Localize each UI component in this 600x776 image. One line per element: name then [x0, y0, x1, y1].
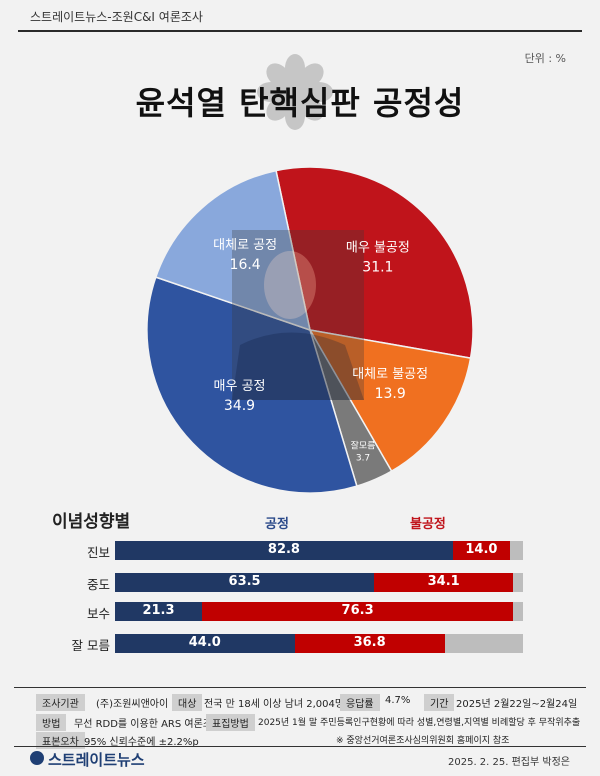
pie-slice: [154, 169, 312, 332]
publish-date: 2025. 2. 25. 편집부 박정은: [448, 757, 570, 768]
page-title: 윤석열 탄핵심판 공정성: [135, 84, 465, 122]
logo-icon: [30, 751, 44, 765]
bar-fair: [115, 602, 202, 621]
pie-slice-value: 34.9: [224, 398, 255, 414]
bar-unfair: [374, 573, 514, 592]
bar-track: 21.3 76.3: [115, 602, 523, 621]
pie-slice: [308, 328, 472, 473]
bar-fair: [115, 541, 453, 560]
bar-category-label: 잘 모름: [71, 638, 110, 653]
logo-text: 스트레이트뉴스: [48, 751, 145, 769]
target-value: 전국 만 18세 이상 남녀 2,004명: [204, 699, 345, 710]
bar-unfair-value: 14.0: [465, 542, 498, 557]
bar-unfair: [201, 602, 514, 621]
bar-row: 진보 82.8 14.0: [0, 541, 600, 560]
source-note: ※ 중앙선거여론조사심의위원회 홈페이지 참조: [336, 736, 510, 746]
portrait-image: [232, 230, 364, 400]
pie-slice-value: 31.1: [362, 260, 393, 276]
bar-fair: [115, 634, 295, 653]
bar-unfair: [452, 541, 510, 560]
pie-slice-label: 대체로 불공정: [352, 367, 428, 382]
pie-slice-value: 13.9: [375, 386, 406, 402]
bar-fair-value: 44.0: [188, 635, 221, 650]
target-tag: 대상: [172, 694, 203, 711]
bar-category-label: 중도: [86, 577, 110, 592]
pie-slice: [146, 276, 358, 494]
response-value: 4.7%: [385, 695, 411, 706]
bar-fair-value: 63.5: [228, 574, 261, 589]
pie-slice: [275, 166, 474, 359]
pie-slice-value: 16.4: [230, 257, 261, 273]
pie-slice-label: 잘모름: [351, 440, 376, 452]
legend-fair: 공정: [265, 517, 289, 532]
bar-unfair-value: 34.1: [427, 574, 460, 589]
error-value: 95% 신뢰수준에 ±2.2%p: [84, 737, 199, 748]
agency-value: (주)조원씨앤아이: [96, 699, 169, 710]
sampling-value: 2025년 1월 말 주민등록인구현황에 따라 성별,연령별,지역별 비례할당 …: [258, 718, 581, 728]
bar-fair-value: 82.8: [267, 542, 300, 557]
info-top-rule: [14, 687, 586, 688]
bar-track: 82.8 14.0: [115, 541, 523, 560]
legend-unfair: 불공정: [410, 517, 446, 532]
bar-row: 중도 63.5 34.1: [0, 573, 600, 592]
bar-row: 보수 21.3 76.3: [0, 602, 600, 621]
bar-track: 44.0 36.8: [115, 634, 523, 653]
period-value: 2025년 2월22일~2월24일: [456, 699, 578, 710]
header-rule: [18, 30, 582, 32]
method-tag: 방법: [36, 714, 67, 731]
info-bottom-rule: [14, 746, 586, 747]
pie-slice-value: 3.7: [356, 454, 370, 464]
ideology-section-title: 이념성향별: [52, 512, 131, 532]
bar-unfair: [294, 634, 445, 653]
pie-slice-label: 매우 공정: [214, 379, 266, 394]
bar-unfair-value: 36.8: [353, 635, 386, 650]
sampling-tag: 표집방법: [206, 714, 255, 731]
bar-fair-value: 21.3: [142, 603, 175, 618]
bar-track: 63.5 34.1: [115, 573, 523, 592]
survey-source: 스트레이트뉴스-조원C&I 여론조사: [30, 10, 203, 24]
response-tag: 응답률: [340, 694, 380, 711]
bar-category-label: 보수: [86, 606, 110, 621]
emblem-icon: [257, 54, 333, 130]
error-tag: 표본오차: [36, 732, 85, 749]
period-tag: 기간: [424, 694, 455, 711]
pie-slice-label: 매우 불공정: [346, 241, 410, 256]
method-value: 무선 RDD를 이용한 ARS 여론조사: [74, 719, 222, 730]
pie-chart: 매우 불공정 31.1 대체로 불공정 13.9 잘모름 3.7 매우 공정 34.9 대체로 …: [146, 166, 474, 494]
bar-category-label: 진보: [86, 545, 110, 560]
bar-fair: [115, 573, 375, 592]
unit-label: 단위 : %: [524, 52, 566, 65]
bar-unfair-value: 76.3: [341, 603, 374, 618]
pie-slice-label: 대체로 공정: [213, 238, 277, 253]
bar-row: 잘 모름 44.0 36.8: [0, 634, 600, 653]
agency-tag: 조사기관: [36, 694, 85, 711]
